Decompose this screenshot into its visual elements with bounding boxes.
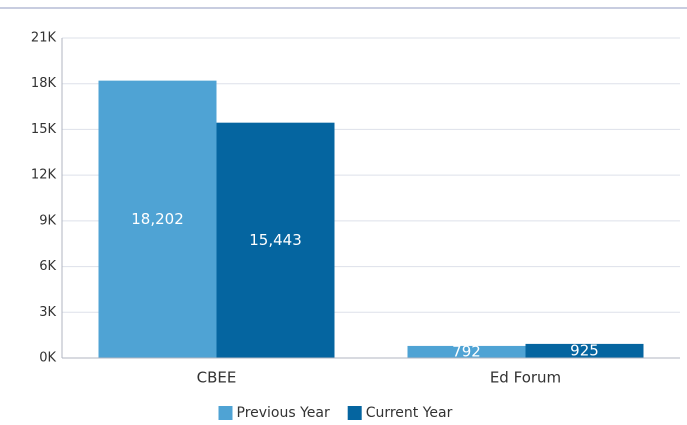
y-tick-label: 21K — [31, 31, 57, 46]
bar — [98, 80, 217, 358]
y-tick-label: 18K — [31, 76, 57, 91]
x-tick-label: Ed Forum — [490, 369, 561, 387]
legend-label: Current Year — [366, 405, 453, 421]
data-label: 18,202 — [131, 210, 184, 228]
y-tick-label: 6K — [39, 259, 56, 274]
legend-swatch — [347, 406, 362, 420]
x-tick-label: CBEE — [197, 369, 237, 387]
data-label: 925 — [570, 341, 599, 359]
legend-swatch — [218, 406, 233, 420]
bar — [216, 122, 335, 358]
legend-label: Previous Year — [237, 405, 331, 421]
bar — [525, 343, 644, 358]
data-label: 15,443 — [249, 231, 302, 249]
y-tick-label: 15K — [31, 122, 57, 137]
y-tick-label: 12K — [31, 168, 57, 183]
y-tick-label: 9K — [39, 213, 56, 228]
y-tick-label: 3K — [39, 305, 56, 320]
y-tick-label: 0K — [39, 351, 56, 366]
bar — [407, 345, 526, 358]
data-label: 792 — [452, 342, 481, 360]
